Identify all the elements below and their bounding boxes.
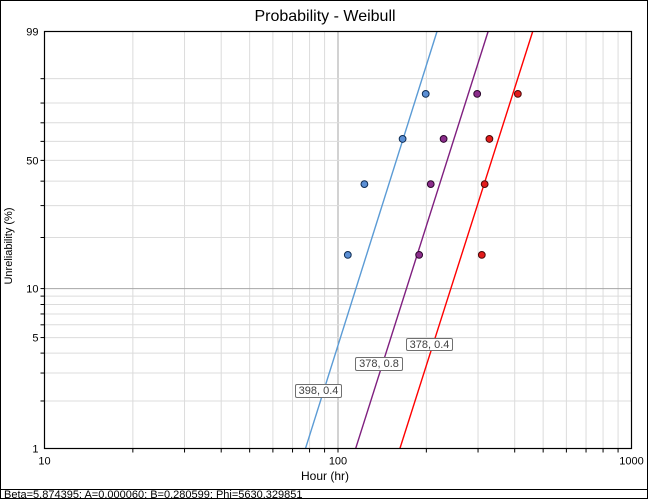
svg-text:Probability - Weibull: Probability - Weibull	[254, 8, 395, 25]
svg-text:5: 5	[32, 333, 38, 345]
svg-text:100: 100	[329, 456, 347, 468]
svg-text:1000: 1000	[619, 456, 643, 468]
svg-text:99: 99	[26, 27, 38, 39]
svg-text:10: 10	[26, 284, 38, 296]
svg-text:10: 10	[38, 456, 50, 468]
svg-text:1: 1	[32, 444, 38, 456]
svg-text:50: 50	[26, 155, 38, 167]
